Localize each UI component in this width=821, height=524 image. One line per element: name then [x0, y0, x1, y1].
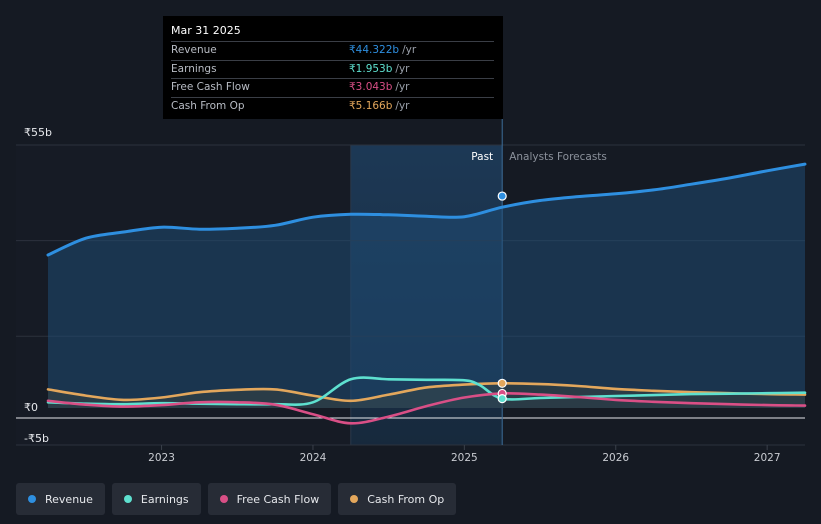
- series-line-cash-from-op: [46, 381, 807, 403]
- y-tick-label: -₹5b: [24, 432, 49, 445]
- x-tick-label: 2026: [602, 452, 629, 464]
- marker-revenue: [497, 191, 507, 201]
- x-tick-label: 2025: [451, 452, 478, 464]
- tooltip-unit: /yr: [395, 81, 410, 93]
- tooltip-row-cash-from-op: Cash From Op ₹5.166b /yr: [171, 96, 494, 116]
- legend-item-free-cash-flow[interactable]: Free Cash Flow: [207, 483, 332, 515]
- tooltip-label: Earnings: [171, 62, 217, 75]
- legend-label: Earnings: [140, 492, 189, 506]
- tooltip-label: Free Cash Flow: [171, 81, 250, 93]
- x-tick-label: 2024: [300, 452, 327, 464]
- x-tick-label: 2027: [754, 452, 781, 464]
- tooltip-value: ₹3.043b: [349, 81, 393, 93]
- tooltip-unit: /yr: [395, 62, 410, 75]
- forecast-label: Analysts Forecasts: [509, 151, 607, 163]
- legend-dot-icon: [350, 495, 359, 503]
- tooltip-unit: /yr: [402, 44, 417, 56]
- legend-label: Revenue: [45, 492, 93, 506]
- tooltip-row-revenue: Revenue ₹44.322b /yr: [171, 41, 494, 60]
- x-tick-label: 2023: [148, 452, 175, 464]
- series-line-revenue: [46, 162, 807, 257]
- legend-dot-icon: [123, 495, 132, 503]
- legend-item-revenue[interactable]: Revenue: [16, 483, 105, 515]
- series-area-revenue: [48, 164, 805, 408]
- chart-legend: Revenue Earnings Free Cash Flow Cash Fro…: [16, 483, 463, 515]
- y-tick-label: ₹55b: [24, 126, 52, 139]
- tooltip-value: ₹44.322b: [349, 44, 400, 56]
- tooltip-unit: /yr: [395, 99, 410, 112]
- tooltip-row-free-cash-flow: Free Cash Flow ₹3.043b /yr: [171, 78, 494, 97]
- legend-label: Cash From Op: [367, 492, 445, 506]
- past-label: Past: [471, 151, 493, 163]
- legend-label: Free Cash Flow: [236, 492, 320, 506]
- marker-cash-from-op: [497, 378, 507, 388]
- legend-item-earnings[interactable]: Earnings: [111, 483, 201, 515]
- tooltip-label: Cash From Op: [171, 99, 245, 112]
- legend-item-cash-from-op[interactable]: Cash From Op: [338, 483, 457, 515]
- data-tooltip: Mar 31 2025 Revenue ₹44.322b /yr Earning…: [163, 16, 503, 119]
- legend-dot-icon: [28, 495, 36, 503]
- tooltip-value: ₹5.166b: [349, 99, 393, 112]
- y-tick-label: ₹0: [24, 401, 38, 414]
- tooltip-value: ₹1.953b: [349, 62, 393, 75]
- tooltip-label: Revenue: [171, 44, 217, 56]
- series-line-free-cash-flow: [46, 392, 807, 425]
- marker-earnings: [497, 394, 507, 404]
- tooltip-row-earnings: Earnings ₹1.953b /yr: [171, 59, 494, 79]
- legend-dot-icon: [219, 495, 228, 503]
- tooltip-date: Mar 31 2025: [171, 24, 241, 37]
